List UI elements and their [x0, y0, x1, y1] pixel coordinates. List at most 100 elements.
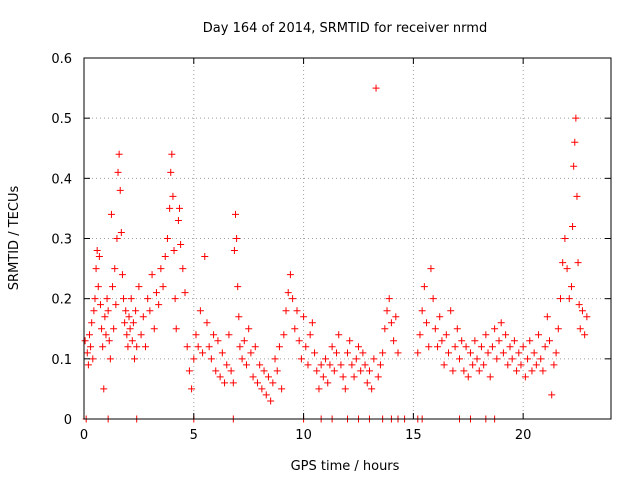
data-point — [123, 331, 131, 339]
data-point — [387, 319, 395, 327]
data-point — [495, 337, 503, 345]
data-point — [258, 385, 266, 393]
x-axis-label: GPS time / hours — [291, 459, 400, 474]
data-point — [392, 313, 400, 321]
data-point — [357, 367, 365, 375]
data-point — [190, 355, 198, 363]
data-point — [122, 307, 130, 315]
data-point — [103, 295, 111, 303]
data-point — [575, 301, 583, 309]
data-point — [89, 355, 97, 363]
data-point — [370, 355, 378, 363]
data-point — [196, 307, 204, 315]
x-tick-label: 10 — [295, 428, 312, 443]
data-point — [207, 355, 215, 363]
data-point — [88, 319, 96, 327]
data-point — [440, 361, 448, 369]
data-point — [168, 150, 176, 158]
data-point — [530, 349, 538, 357]
data-point — [280, 331, 288, 339]
x-tick-label: 15 — [405, 428, 422, 443]
data-point — [135, 283, 143, 291]
data-point — [521, 373, 529, 381]
y-axis-label: SRMTID / TECUs — [7, 186, 22, 291]
data-point — [502, 331, 510, 339]
data-point — [104, 307, 112, 315]
data-point — [278, 385, 286, 393]
data-point — [188, 385, 196, 393]
data-point — [317, 361, 325, 369]
data-point — [346, 337, 354, 345]
data-point — [488, 343, 496, 351]
data-point — [107, 210, 115, 218]
data-point — [96, 301, 104, 309]
data-point — [159, 283, 167, 291]
data-point — [95, 253, 103, 261]
data-point — [497, 319, 505, 327]
data-point — [475, 367, 483, 375]
data-point — [304, 361, 312, 369]
x-tick-label: 0 — [80, 428, 88, 443]
data-point — [548, 391, 556, 399]
data-point — [510, 337, 518, 345]
data-point — [528, 367, 536, 375]
data-point — [139, 313, 147, 321]
y-tick-label: 0.6 — [51, 52, 72, 67]
data-point — [462, 343, 470, 351]
data-point — [442, 331, 450, 339]
data-point — [552, 349, 560, 357]
data-point — [137, 331, 145, 339]
data-point — [225, 331, 233, 339]
data-point — [194, 343, 202, 351]
data-point — [543, 313, 551, 321]
data-point — [166, 204, 174, 212]
data-point — [297, 355, 305, 363]
data-point — [499, 349, 507, 357]
data-point — [106, 355, 114, 363]
data-point — [131, 355, 139, 363]
data-point — [438, 337, 446, 345]
data-point — [344, 349, 351, 357]
data-point — [146, 307, 154, 315]
data-point — [313, 367, 321, 375]
data-point — [109, 283, 117, 291]
data-point — [157, 265, 165, 273]
chart-title: Day 164 of 2014, SRMTID for receiver nrm… — [203, 21, 487, 36]
data-point — [129, 319, 137, 327]
data-point — [249, 373, 257, 381]
data-point — [205, 343, 213, 351]
data-point — [127, 295, 135, 303]
data-point — [236, 343, 244, 351]
data-point — [260, 367, 268, 375]
data-point — [212, 367, 220, 375]
data-point — [148, 271, 156, 279]
data-point — [517, 361, 525, 369]
axis-ticks — [83, 57, 611, 420]
plot-frame — [83, 57, 612, 420]
data-point — [546, 337, 554, 345]
data-point — [238, 355, 246, 363]
data-point — [537, 355, 545, 363]
data-point — [416, 331, 424, 339]
data-point — [199, 349, 207, 357]
data-point — [556, 295, 564, 303]
data-point — [114, 168, 122, 176]
data-point — [429, 295, 437, 303]
data-point — [117, 228, 125, 236]
y-tick-label: 0 — [64, 413, 72, 428]
data-point — [121, 319, 129, 327]
data-point — [174, 216, 182, 224]
data-point — [423, 319, 431, 327]
data-points — [81, 84, 591, 423]
data-point — [201, 253, 209, 261]
data-point — [583, 313, 591, 321]
data-point — [420, 283, 428, 291]
data-point — [350, 373, 358, 381]
data-point — [354, 343, 362, 351]
data-point — [85, 331, 93, 339]
data-point — [333, 349, 341, 357]
data-point — [464, 373, 472, 381]
data-point — [111, 265, 119, 273]
data-point — [240, 337, 248, 345]
data-point — [561, 235, 569, 242]
